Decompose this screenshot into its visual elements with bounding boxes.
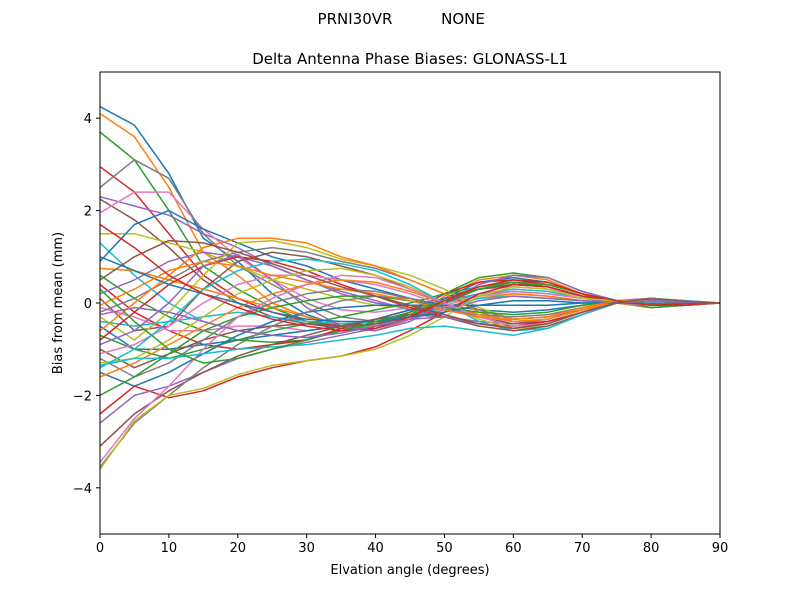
y-axis: −4 −2 0 2 4: [73, 112, 100, 497]
x-tick-label: 70: [574, 541, 591, 556]
x-tick-label: 30: [298, 541, 315, 556]
x-tick-label: 80: [643, 541, 660, 556]
x-tick-label: 90: [712, 541, 729, 556]
y-tick-label: 0: [84, 297, 92, 312]
x-tick-label: 20: [230, 541, 247, 556]
x-axis: 0 10 20 30 40 50 60 70 80 90: [96, 534, 728, 556]
series-line-s46: [100, 239, 720, 330]
y-tick-label: −2: [73, 389, 92, 404]
x-tick-label: 10: [161, 541, 178, 556]
x-axis-label: Elvation angle (degrees): [330, 563, 489, 578]
y-axis-label: Bias from mean (mm): [51, 232, 66, 374]
x-tick-label: 40: [367, 541, 384, 556]
x-tick-label: 0: [96, 541, 104, 556]
x-tick-label: 50: [436, 541, 453, 556]
y-tick-label: 2: [84, 205, 92, 220]
y-tick-label: 4: [84, 112, 92, 127]
series-layer: [100, 105, 720, 470]
suptitle-right: NONE: [441, 10, 485, 28]
chart-title: Delta Antenna Phase Biases: GLONASS-L1: [252, 50, 568, 68]
suptitle-left: PRNI30VR: [318, 10, 393, 28]
series-line-s44: [100, 223, 720, 332]
x-tick-label: 60: [505, 541, 522, 556]
y-tick-label: −4: [73, 482, 92, 497]
